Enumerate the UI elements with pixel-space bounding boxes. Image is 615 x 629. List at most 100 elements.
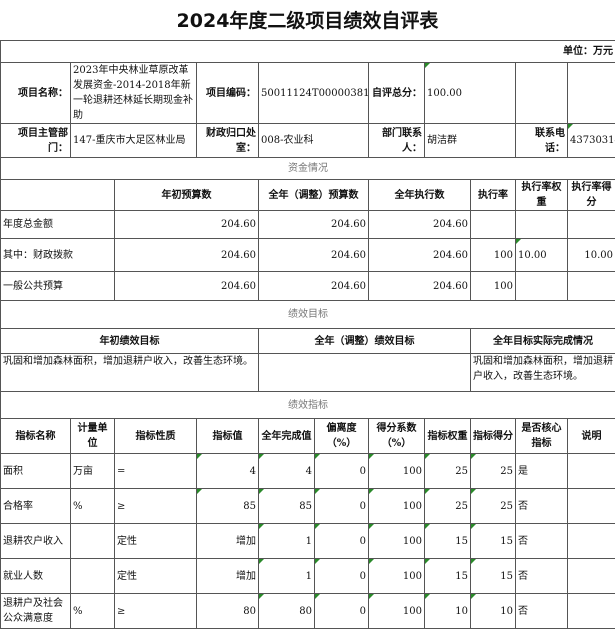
indicator-cell: 否 — [516, 489, 568, 524]
indicator-cell: % — [71, 489, 115, 524]
phone-label: 联系电话： — [516, 124, 568, 158]
indicator-header: 指标权重 — [425, 419, 471, 454]
goal-adjusted — [259, 354, 471, 392]
indicator-cell: 是 — [516, 454, 568, 489]
indicator-cell — [71, 559, 115, 594]
indicator-cell: 85 — [259, 489, 315, 524]
cell: 204.60 — [115, 272, 259, 301]
indicator-cell: 定性 — [115, 559, 197, 594]
indicator-cell: 4 — [197, 454, 259, 489]
cell: 204.60 — [259, 239, 369, 272]
indicator-cell: 退耕户及社会公众满意度 — [1, 594, 71, 629]
indicator-cell: 15 — [471, 524, 516, 559]
indicator-header: 全年完成值 — [259, 419, 315, 454]
indicator-header: 计量单位 — [71, 419, 115, 454]
indicator-cell: 15 — [425, 524, 471, 559]
page-title: 2024年度二级项目绩效自评表 — [0, 0, 615, 40]
indicator-cell: ≥ — [115, 489, 197, 524]
funds-header: 执行率得分 — [568, 180, 615, 211]
cell — [568, 272, 615, 301]
goal-initial: 巩固和增加森林面积，增加退耕户收入，改善生态环境。 — [1, 354, 259, 392]
funds-header: 执行率权重 — [516, 180, 568, 211]
indicator-cell: 增加 — [197, 559, 259, 594]
project-code-label: 项目编码： — [197, 63, 259, 124]
goal-actual: 巩固和增加森林面积，增加退耕户收入，改善生态环境。 — [471, 354, 615, 392]
indicator-cell: 25 — [471, 489, 516, 524]
cell: 204.60 — [369, 211, 471, 239]
funds-header: 年初预算数 — [115, 180, 259, 211]
indicator-header: 指标名称 — [1, 419, 71, 454]
indicator-cell: 面积 — [1, 454, 71, 489]
indicator-cell: 15 — [471, 559, 516, 594]
indicator-header: 指标值 — [197, 419, 259, 454]
indicator-cell: 增加 — [197, 524, 259, 559]
indicator-header: 是否核心指标 — [516, 419, 568, 454]
empty-cell — [1, 180, 115, 211]
indicator-cell: 0 — [315, 594, 369, 629]
funds-header: 执行率 — [471, 180, 516, 211]
indicator-header: 指标得分 — [471, 419, 516, 454]
score-label: 自评总分： — [369, 63, 425, 124]
indicator-cell: 否 — [516, 559, 568, 594]
indicator-cell: 100 — [369, 524, 425, 559]
dept: 147-重庆市大足区林业局 — [71, 124, 197, 158]
indicator-cell: 85 — [197, 489, 259, 524]
project-code: 50011124T000003813435 — [259, 63, 369, 124]
indicator-cell: 0 — [315, 559, 369, 594]
cell: 10.00 — [516, 239, 568, 272]
fin-label: 财政归口处室： — [197, 124, 259, 158]
indicator-header: 偏离度（%） — [315, 419, 369, 454]
unit-label: 单位：万元 — [1, 41, 615, 63]
cell — [568, 211, 615, 239]
indicator-cell: 0 — [315, 454, 369, 489]
cell: 204.60 — [259, 211, 369, 239]
fin-office: 008-农业科 — [259, 124, 369, 158]
indicator-cell: 80 — [259, 594, 315, 629]
cell: 年度总金额 — [1, 211, 115, 239]
indicator-cell: 25 — [425, 454, 471, 489]
indicators-section: 绩效指标 — [1, 392, 615, 419]
indicator-cell: 100 — [369, 559, 425, 594]
indicator-cell: ≥ — [115, 594, 197, 629]
indicator-cell — [568, 524, 615, 559]
goals-header: 全年目标实际完成情况 — [471, 329, 615, 354]
indicator-cell: 0 — [315, 489, 369, 524]
indicator-cell: 定性 — [115, 524, 197, 559]
evaluation-table: 单位：万元 项目名称： 2023年中央林业草原改革发展资金-2014-2018年… — [0, 40, 615, 629]
cell: 204.60 — [115, 239, 259, 272]
cell: 其中：财政拨款 — [1, 239, 115, 272]
indicator-cell: 25 — [471, 454, 516, 489]
indicator-cell: 否 — [516, 524, 568, 559]
indicator-cell: 25 — [425, 489, 471, 524]
cell: 204.60 — [369, 272, 471, 301]
indicator-cell: 100 — [369, 594, 425, 629]
indicator-cell — [71, 524, 115, 559]
cell — [516, 211, 568, 239]
indicator-cell: 100 — [369, 489, 425, 524]
indicator-cell — [568, 594, 615, 629]
project-name-label: 项目名称： — [1, 63, 71, 124]
indicator-cell: 4 — [259, 454, 315, 489]
cell: 100 — [471, 272, 516, 301]
funds-header: 全年执行数 — [369, 180, 471, 211]
indicator-cell — [568, 489, 615, 524]
contact-label: 部门联系人： — [369, 124, 425, 158]
empty-cell — [568, 63, 615, 124]
indicator-cell: 就业人数 — [1, 559, 71, 594]
indicator-cell: 15 — [425, 559, 471, 594]
indicator-cell: = — [115, 454, 197, 489]
empty-cell — [516, 63, 568, 124]
indicator-cell: 退耕农户收入 — [1, 524, 71, 559]
cell: 100 — [471, 239, 516, 272]
goals-section: 绩效目标 — [1, 301, 615, 329]
cell: 10.00 — [568, 239, 615, 272]
cell: 204.60 — [115, 211, 259, 239]
contact: 胡洁群 — [425, 124, 516, 158]
indicator-cell — [568, 559, 615, 594]
funds-header: 全年（调整）预算数 — [259, 180, 369, 211]
indicator-cell: 80 — [197, 594, 259, 629]
